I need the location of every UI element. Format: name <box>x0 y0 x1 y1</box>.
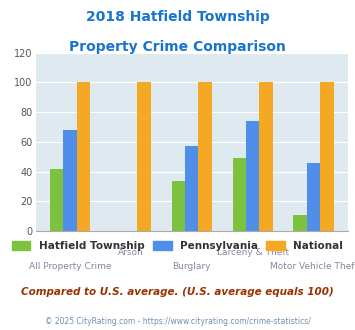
Bar <box>63 130 77 231</box>
Text: All Property Crime: All Property Crime <box>28 262 111 271</box>
Text: Arson: Arson <box>118 248 144 257</box>
Bar <box>294 214 307 231</box>
Bar <box>137 82 151 231</box>
Bar <box>50 169 63 231</box>
Text: Property Crime Comparison: Property Crime Comparison <box>69 40 286 53</box>
Text: Larceny & Theft: Larceny & Theft <box>217 248 289 257</box>
Text: Compared to U.S. average. (U.S. average equals 100): Compared to U.S. average. (U.S. average … <box>21 287 334 297</box>
Text: Burglary: Burglary <box>173 262 211 271</box>
Legend: Hatfield Township, Pennsylvania, National: Hatfield Township, Pennsylvania, Nationa… <box>12 241 343 251</box>
Bar <box>233 158 246 231</box>
Bar <box>307 163 320 231</box>
Text: © 2025 CityRating.com - https://www.cityrating.com/crime-statistics/: © 2025 CityRating.com - https://www.city… <box>45 317 310 326</box>
Bar <box>171 181 185 231</box>
Bar <box>185 146 198 231</box>
Bar <box>246 121 260 231</box>
Bar <box>198 82 212 231</box>
Bar <box>320 82 334 231</box>
Text: 2018 Hatfield Township: 2018 Hatfield Township <box>86 10 269 24</box>
Bar <box>260 82 273 231</box>
Text: Motor Vehicle Theft: Motor Vehicle Theft <box>269 262 355 271</box>
Bar <box>77 82 90 231</box>
